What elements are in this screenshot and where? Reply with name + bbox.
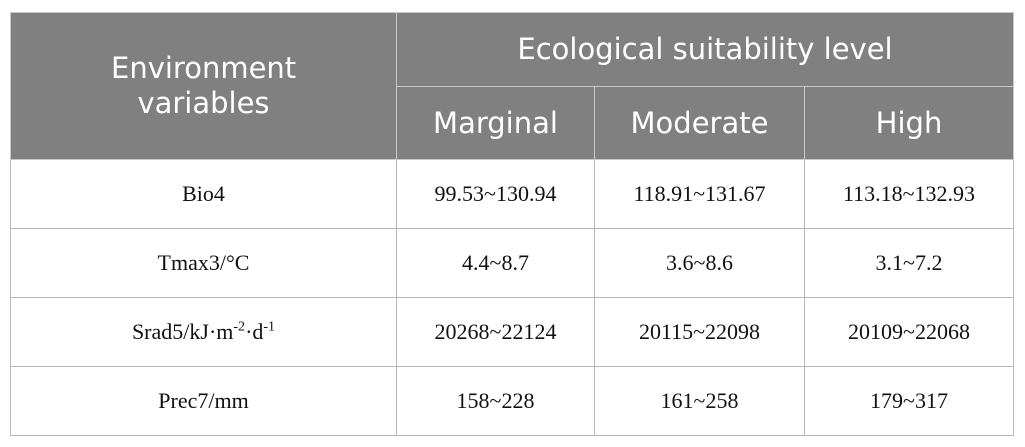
header-group: Ecological suitability level [395,12,1015,87]
table-header: Environment variables Ecological suitabi… [10,12,1015,160]
table-row: Srad5/kJ·m-2·d-1 20268~22124 20115~22098 20… [10,297,1015,367]
value-cell: 20109~22068 [803,297,1015,367]
value-cell: 179~317 [803,366,1015,436]
value-cell: 99.53~130.94 [396,159,595,229]
table-row: Prec7/mm 158~228 161~258 179~317 [10,366,1015,436]
value-cell: 4.4~8.7 [396,228,595,298]
level-header: High [803,86,1015,160]
table-row: Bio4 99.53~130.94 118.91~131.67 113.18~132.… [10,159,1015,229]
row-label: Prec7/mm [10,366,397,436]
superscript: -2 [233,319,246,335]
value-cell: 161~258 [594,366,805,436]
table-body: Bio4 99.53~130.94 118.91~131.67 113.18~132.… [10,159,1015,436]
table-row: Tmax3/°C 4.4~8.7 3.6~8.6 3.1~7.2 [10,228,1015,298]
data-table: Environment variables Ecological suitabi… [10,12,1015,436]
label-text: Tmax3/°C [157,250,250,275]
value-cell: 118.91~131.67 [594,159,805,229]
row-label: Bio4 [10,159,397,229]
superscript: -1 [263,319,276,335]
value-cell: 3.6~8.6 [594,228,805,298]
label-text: ·d [245,319,264,344]
row-label: Srad5/kJ·m-2·d-1 [10,297,397,367]
level-header: Moderate [594,86,805,160]
label-text: Bio4 [182,181,225,206]
value-cell: 3.1~7.2 [803,228,1015,298]
value-cell: 113.18~132.93 [803,159,1015,229]
label-text: Prec7/mm [158,388,249,413]
header-cell: Environment variables [10,12,397,160]
value-cell: 20268~22124 [396,297,595,367]
label-text: Srad5/kJ·m [131,319,234,344]
row-label: Tmax3/°C [10,228,397,298]
level-header: Marginal [396,86,595,160]
value-cell: 20115~22098 [594,297,805,367]
value-cell: 158~228 [396,366,595,436]
